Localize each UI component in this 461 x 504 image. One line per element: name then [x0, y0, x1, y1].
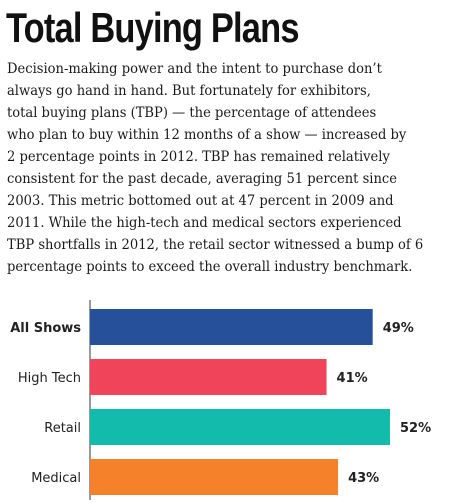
value-label-retail: 52% [400, 421, 431, 436]
intro-paragraph: Decision-making power and the intent to … [7, 58, 430, 278]
category-label-high-tech: High Tech [18, 371, 81, 386]
bar-high-tech [90, 359, 327, 395]
paragraph-line: who plan to buy within 12 months of a sh… [7, 127, 407, 143]
category-label-medical: Medical [31, 471, 81, 486]
paragraph-line: always go hand in hand. But fortunately … [7, 83, 371, 99]
buying-plans-bar-chart: All Shows 49% High Tech 41% Retail 52% Medical… [10, 300, 431, 500]
category-label-all-shows: All Shows [10, 321, 81, 336]
paragraph-line: 2011. While the high-tech and medical se… [7, 215, 402, 231]
bar-medical [90, 459, 339, 495]
page-title: Total Buying Plans [6, 4, 300, 51]
category-label-retail: Retail [44, 421, 81, 436]
value-label-high-tech: 41% [337, 371, 368, 386]
bar-all-shows [90, 309, 373, 345]
value-label-all-shows: 49% [383, 321, 414, 336]
paragraph-line: Decision-making power and the intent to … [7, 61, 382, 77]
paragraph-line: total buying plans (TBP) — the percentag… [7, 105, 377, 121]
paragraph-line: percentage points to exceed the overall … [7, 259, 413, 275]
paragraph-line: 2003. This metric bottomed out at 47 per… [7, 193, 394, 209]
value-label-medical: 43% [348, 471, 379, 486]
paragraph-line: 2 percentage points in 2012. TBP has rem… [7, 149, 390, 165]
bar-retail [90, 409, 390, 445]
paragraph-line: TBP shortfalls in 2012, the retail secto… [7, 237, 424, 253]
paragraph-line: consistent for the past decade, averagin… [7, 171, 397, 187]
